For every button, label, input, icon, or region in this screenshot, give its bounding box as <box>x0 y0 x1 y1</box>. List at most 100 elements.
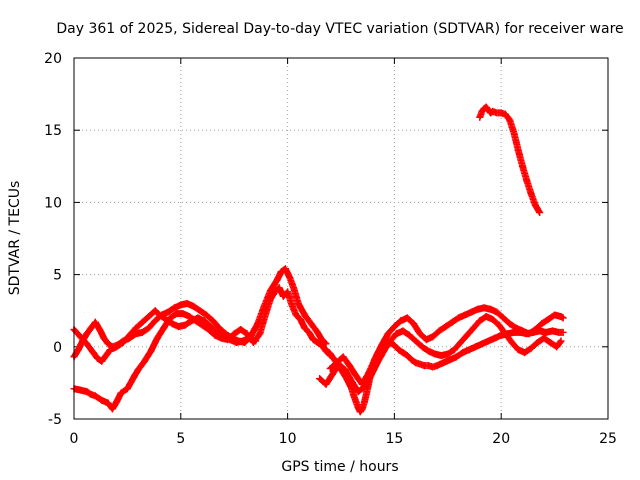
data-point <box>476 317 484 325</box>
data-point <box>523 177 531 185</box>
data-point <box>489 315 497 323</box>
data-point <box>476 113 484 121</box>
data-point <box>495 321 503 329</box>
data-point <box>305 328 313 336</box>
data-point <box>416 330 424 338</box>
data-point <box>96 325 104 333</box>
data-point <box>215 324 223 332</box>
data-point <box>286 273 294 281</box>
data-point <box>521 349 529 357</box>
data-point <box>98 357 106 365</box>
data-point <box>237 325 245 333</box>
data-point <box>187 317 195 325</box>
data-point <box>113 398 121 406</box>
data-point <box>499 314 507 322</box>
y-tick-label: 15 <box>44 123 62 139</box>
data-point <box>162 315 170 323</box>
data-point <box>328 370 336 378</box>
data-point <box>232 338 240 346</box>
data-point <box>410 320 418 328</box>
data-point <box>341 366 349 374</box>
data-point <box>457 338 465 346</box>
y-tick-label: -5 <box>48 412 62 428</box>
data-point <box>489 107 497 115</box>
data-point <box>487 305 495 313</box>
data-point <box>277 268 285 276</box>
data-point <box>527 190 535 198</box>
data-point <box>454 314 462 322</box>
data-point <box>433 362 441 370</box>
data-point <box>326 350 334 358</box>
data-point <box>98 396 106 404</box>
data-point <box>314 338 322 346</box>
data-point <box>478 340 486 348</box>
series-track-d <box>322 327 567 416</box>
data-point <box>482 312 490 320</box>
data-point <box>145 312 153 320</box>
data-point <box>352 372 360 380</box>
data-point <box>425 362 433 370</box>
x-tick-label: 0 <box>70 431 79 447</box>
data-point <box>292 311 300 319</box>
data-point <box>301 324 309 332</box>
data-point <box>209 317 217 325</box>
data-point <box>138 328 146 336</box>
data-point <box>87 324 95 332</box>
data-point <box>472 343 480 351</box>
data-point <box>452 353 460 361</box>
data-point <box>294 299 302 307</box>
chart-title: Day 361 of 2025, Sidereal Day-to-day VTE… <box>56 21 623 37</box>
data-point <box>491 334 499 342</box>
data-point <box>399 327 407 335</box>
data-point <box>119 338 127 346</box>
data-point <box>256 330 264 338</box>
data-point <box>403 314 411 322</box>
data-point <box>177 301 185 309</box>
data-point <box>108 405 116 413</box>
x-tick-label: 10 <box>279 431 297 447</box>
data-point <box>318 336 326 344</box>
data-point <box>444 350 452 358</box>
data-point <box>335 360 343 368</box>
data-point <box>459 349 467 357</box>
data-point <box>393 330 401 338</box>
data-point <box>102 351 110 359</box>
data-point <box>155 311 163 319</box>
data-point <box>559 314 567 322</box>
data-point <box>463 331 471 339</box>
x-axis-label: GPS time / hours <box>281 459 398 475</box>
data-point <box>104 399 112 407</box>
data-point <box>442 323 450 331</box>
series-track-f <box>316 312 565 396</box>
data-point <box>514 346 522 354</box>
data-point <box>160 324 168 332</box>
data-point <box>322 380 330 388</box>
data-point <box>540 334 548 342</box>
data-point <box>185 312 193 320</box>
x-tick-label: 20 <box>492 431 510 447</box>
data-point <box>267 286 275 294</box>
data-point <box>83 340 91 348</box>
data-point <box>474 305 482 313</box>
data-point <box>418 343 426 351</box>
data-point <box>273 276 281 284</box>
data-point <box>138 318 146 326</box>
data-point <box>134 366 142 374</box>
data-point <box>435 327 443 335</box>
data-point <box>548 327 556 335</box>
data-point <box>226 336 234 344</box>
data-point <box>183 299 191 307</box>
data-point <box>132 324 140 332</box>
data-point <box>461 311 469 319</box>
data-point <box>546 338 554 346</box>
data-point <box>284 288 292 296</box>
data-point <box>350 392 358 400</box>
data-point <box>510 328 518 336</box>
data-point <box>130 373 138 381</box>
data-point <box>551 311 559 319</box>
data-point <box>151 317 159 325</box>
data-point <box>384 330 392 338</box>
data-point <box>93 354 101 362</box>
data-point <box>407 356 415 364</box>
data-point <box>175 323 183 331</box>
